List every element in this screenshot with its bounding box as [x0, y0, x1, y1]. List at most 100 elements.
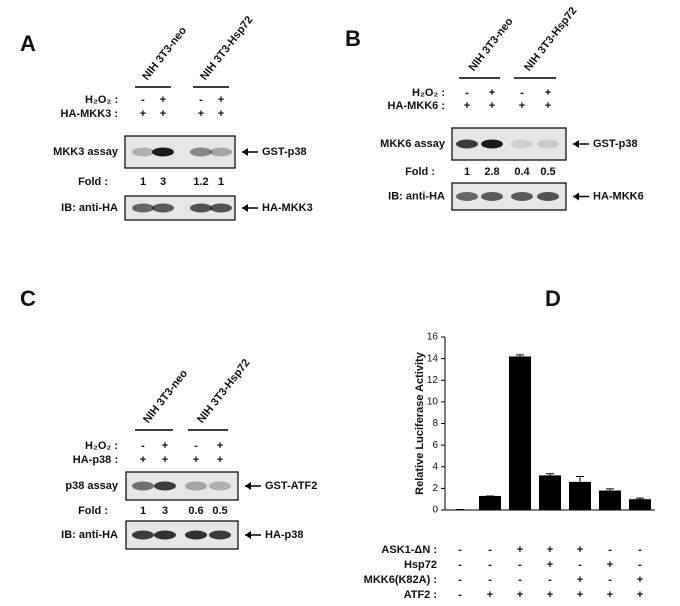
- sign: -: [548, 574, 552, 586]
- arrow-head: [245, 482, 251, 490]
- y-tick-label: 8: [432, 418, 438, 429]
- ib-target: HA-MKK6: [593, 190, 644, 202]
- band: [132, 481, 154, 491]
- arrow-head: [242, 204, 248, 212]
- sign: +: [519, 100, 525, 112]
- sign: +: [218, 94, 224, 106]
- ib-target: HA-p38: [265, 529, 304, 541]
- sign: -: [488, 574, 492, 586]
- sign: +: [577, 574, 583, 586]
- sign: +: [160, 108, 166, 120]
- band: [537, 139, 559, 149]
- sign: +: [162, 454, 168, 466]
- y-tick-label: 12: [427, 375, 439, 386]
- sign: +: [489, 100, 495, 112]
- ib-label: IB: anti-HA: [61, 202, 118, 214]
- row-label: HA-MKK6 :: [388, 100, 445, 112]
- band: [537, 192, 559, 201]
- sign: +: [517, 544, 523, 556]
- band: [132, 147, 154, 157]
- sign: -: [638, 544, 642, 556]
- band: [185, 481, 207, 491]
- row-label: H₂O₂ :: [85, 440, 118, 452]
- blot: [125, 471, 239, 501]
- fold-value: 0.5: [212, 505, 227, 517]
- condition-label: ATF2 :: [404, 589, 437, 601]
- sign: -: [520, 87, 524, 99]
- y-axis-title: Relative Luciferase Activity: [414, 351, 426, 495]
- band: [132, 203, 154, 213]
- fold-label: Fold :: [405, 166, 435, 178]
- sign: -: [199, 94, 203, 106]
- blot: [124, 135, 236, 169]
- band: [456, 139, 478, 149]
- sign: +: [489, 87, 495, 99]
- y-tick-label: 14: [427, 353, 439, 364]
- fold-value: 2.8: [484, 166, 499, 178]
- assay-label: p38 assay: [65, 480, 118, 492]
- condition-label: ASK1-ΔN :: [381, 544, 437, 556]
- sign: +: [217, 454, 223, 466]
- sign: +: [198, 108, 204, 120]
- band: [456, 192, 478, 201]
- fold-label: Fold :: [78, 176, 108, 188]
- assay-label: MKK6 assay: [380, 138, 446, 150]
- y-tick-label: 4: [432, 461, 438, 472]
- y-tick-label: 10: [427, 397, 439, 408]
- band: [511, 192, 533, 201]
- sign: -: [141, 440, 145, 452]
- condition-label: Hsp72: [404, 559, 437, 571]
- sign: +: [547, 544, 553, 556]
- sign: +: [140, 454, 146, 466]
- y-tick-label: 6: [432, 440, 438, 451]
- sign: +: [547, 589, 553, 601]
- row-label: H₂O₂ :: [85, 94, 118, 106]
- ib-label: IB: anti-HA: [61, 529, 118, 541]
- band: [511, 139, 533, 149]
- row-label: H₂O₂ :: [412, 87, 445, 99]
- sign: +: [547, 559, 553, 571]
- group-label: NIH 3T3-neo: [467, 15, 516, 73]
- sign: +: [464, 100, 470, 112]
- arrow-head: [573, 140, 579, 148]
- bar: [569, 481, 591, 510]
- panel-letter: D: [545, 286, 561, 311]
- error-bar: [606, 488, 614, 493]
- band: [210, 203, 232, 213]
- fold-value: 1: [218, 176, 224, 188]
- sign: -: [458, 544, 462, 556]
- error-bar: [636, 497, 644, 501]
- y-tick-label: 0: [432, 505, 438, 516]
- fold-value: 1: [140, 176, 146, 188]
- bar: [599, 490, 621, 510]
- arrow-head: [242, 148, 248, 156]
- sign: +: [577, 544, 583, 556]
- sign: +: [577, 589, 583, 601]
- sign: -: [518, 559, 522, 571]
- band: [209, 481, 231, 491]
- error-bar: [516, 354, 524, 359]
- panel-letter: C: [20, 286, 36, 311]
- assay-target: GST-p38: [262, 146, 307, 158]
- sign: +: [545, 100, 551, 112]
- sign: +: [637, 574, 643, 586]
- group-label: NIH 3T3-Hsp72: [198, 14, 255, 83]
- sign: -: [488, 559, 492, 571]
- sign: +: [637, 589, 643, 601]
- band: [154, 481, 176, 491]
- group-label: NIH 3T3-neo: [140, 24, 189, 82]
- fold-value: 3: [160, 176, 166, 188]
- band: [209, 530, 231, 540]
- assay-label: MKK3 assay: [53, 146, 119, 158]
- sign: -: [458, 559, 462, 571]
- fold-value: 0.4: [514, 166, 530, 178]
- band: [132, 530, 154, 540]
- sign: -: [638, 559, 642, 571]
- group-label: NIH 3T3-Hsp72: [195, 357, 252, 426]
- sign: +: [162, 440, 168, 452]
- sign: +: [218, 108, 224, 120]
- bar: [629, 499, 651, 510]
- sign: +: [607, 589, 613, 601]
- condition-label: MKK6(K82A) :: [364, 574, 437, 586]
